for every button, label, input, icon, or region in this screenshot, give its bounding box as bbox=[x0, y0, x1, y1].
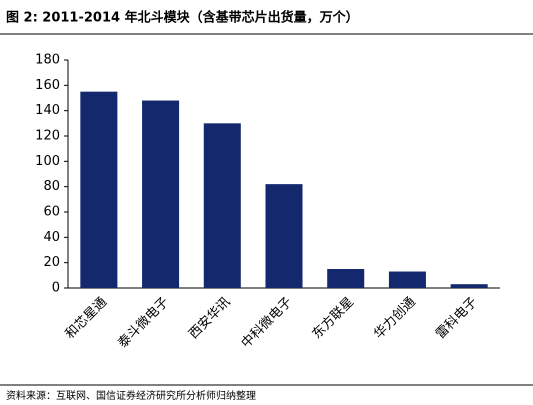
bar bbox=[265, 184, 303, 288]
x-tick-label: 中科微电子 bbox=[239, 295, 296, 352]
y-tick-label: 20 bbox=[43, 255, 60, 270]
y-tick-label: 120 bbox=[35, 129, 60, 144]
bar bbox=[80, 91, 118, 289]
x-tick-label: 华力创通 bbox=[371, 295, 418, 342]
bar bbox=[327, 269, 365, 288]
x-tick-label: 和芯星通 bbox=[63, 295, 110, 342]
y-tick-label: 60 bbox=[43, 205, 60, 220]
bar bbox=[203, 123, 241, 288]
x-tick-label: 东方联星 bbox=[309, 294, 357, 342]
x-tick-label: 西安华讯 bbox=[186, 295, 233, 342]
source-note: 资料来源：互联网、国信证券经济研究所分析师归纳整理 bbox=[6, 389, 256, 402]
bar bbox=[142, 100, 180, 289]
x-tick-label: 泰斗微电子 bbox=[115, 295, 172, 352]
y-tick-label: 160 bbox=[35, 78, 60, 93]
bar bbox=[388, 271, 426, 288]
y-tick-label: 180 bbox=[35, 53, 60, 68]
bar bbox=[450, 284, 488, 288]
chart-title: 图 2: 2011-2014 年北斗模块（含基带芯片出货量，万个） bbox=[6, 10, 359, 26]
y-tick-label: 0 bbox=[52, 281, 60, 296]
y-tick-label: 80 bbox=[43, 179, 60, 194]
y-tick-label: 100 bbox=[35, 154, 60, 169]
y-tick-label: 40 bbox=[43, 230, 60, 245]
y-tick-label: 140 bbox=[35, 103, 60, 118]
x-tick-label: 雷科电子 bbox=[433, 295, 480, 342]
